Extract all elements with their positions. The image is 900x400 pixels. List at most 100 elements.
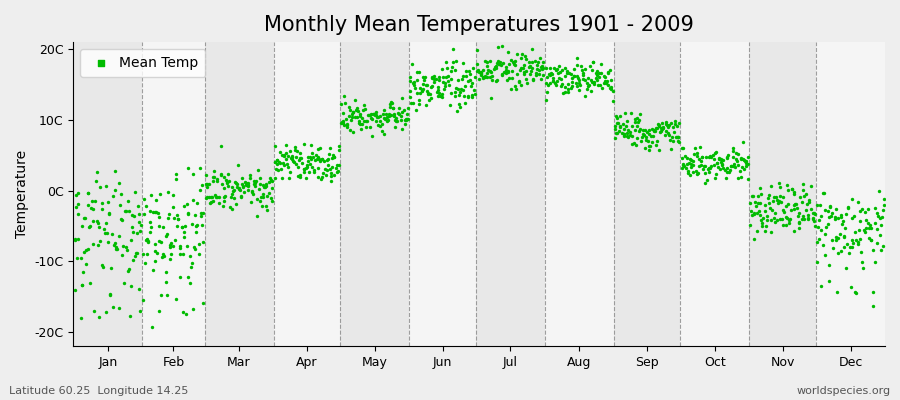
Point (225, 191, 239, 198)
Point (176, 308, 190, 315)
Point (814, 227, 828, 233)
Point (691, 156, 706, 162)
Point (123, 237, 138, 244)
Point (143, 229, 157, 236)
Point (455, 76, 470, 82)
Point (452, 92, 466, 98)
Point (319, 172, 333, 178)
Point (320, 167, 334, 173)
Point (507, 58, 521, 65)
Point (383, 98, 398, 105)
Point (317, 158, 331, 164)
Point (394, 126, 409, 132)
Point (790, 205, 805, 211)
Point (184, 264, 198, 270)
Point (810, 259, 824, 265)
Point (649, 125, 663, 132)
Point (302, 154, 317, 160)
Point (411, 101, 426, 107)
Point (514, 65, 528, 71)
Point (212, 200, 226, 206)
Point (724, 163, 738, 170)
Point (548, 80, 562, 86)
Point (526, 76, 541, 82)
Point (371, 114, 385, 120)
Point (114, 216, 129, 223)
Point (277, 161, 292, 168)
Point (634, 134, 649, 141)
Point (166, 192, 181, 198)
Point (812, 236, 826, 242)
Point (349, 114, 364, 121)
Point (130, 230, 145, 236)
Point (575, 67, 590, 74)
Point (842, 249, 857, 256)
Point (599, 80, 614, 86)
Point (572, 80, 586, 86)
Point (139, 203, 153, 210)
Point (155, 254, 169, 260)
Point (782, 216, 796, 223)
Point (495, 71, 509, 78)
Point (152, 214, 166, 220)
Point (309, 152, 323, 158)
Point (833, 212, 848, 218)
Point (489, 62, 503, 69)
Point (176, 224, 190, 230)
Point (284, 153, 299, 159)
Point (748, 203, 762, 210)
Point (342, 104, 356, 110)
Point (709, 171, 724, 177)
Point (450, 77, 464, 84)
Point (113, 191, 128, 197)
Point (787, 191, 801, 198)
Point (184, 221, 199, 227)
Point (666, 137, 680, 144)
Point (724, 166, 738, 173)
Point (334, 120, 348, 126)
Point (597, 73, 611, 80)
Point (611, 120, 625, 126)
Point (78, 261, 93, 268)
Point (752, 212, 767, 218)
Point (536, 58, 550, 65)
Point (785, 186, 799, 192)
Point (547, 65, 562, 71)
Point (698, 180, 712, 186)
Point (598, 74, 612, 80)
Point (637, 145, 652, 152)
Point (243, 174, 257, 181)
Point (234, 193, 248, 199)
Point (185, 171, 200, 177)
Point (277, 153, 292, 159)
Point (601, 68, 616, 75)
Point (217, 198, 231, 204)
Point (448, 57, 463, 64)
Point (183, 252, 197, 259)
Point (140, 236, 155, 242)
Point (822, 214, 836, 220)
Point (583, 88, 598, 94)
Point (94, 200, 109, 206)
Point (831, 235, 845, 241)
Point (140, 251, 155, 257)
Point (679, 165, 693, 171)
Point (325, 164, 339, 170)
Point (228, 178, 242, 185)
Bar (340, 42, 410, 346)
Point (735, 156, 750, 162)
Point (380, 114, 394, 120)
Point (552, 75, 566, 82)
Point (799, 190, 814, 197)
Point (206, 174, 220, 180)
Point (176, 251, 191, 258)
Point (606, 98, 620, 104)
Point (630, 115, 644, 122)
Point (101, 198, 115, 205)
Point (303, 142, 318, 148)
Point (662, 122, 676, 128)
Point (293, 172, 308, 178)
Point (377, 114, 392, 121)
Point (509, 70, 524, 77)
Point (194, 210, 208, 216)
